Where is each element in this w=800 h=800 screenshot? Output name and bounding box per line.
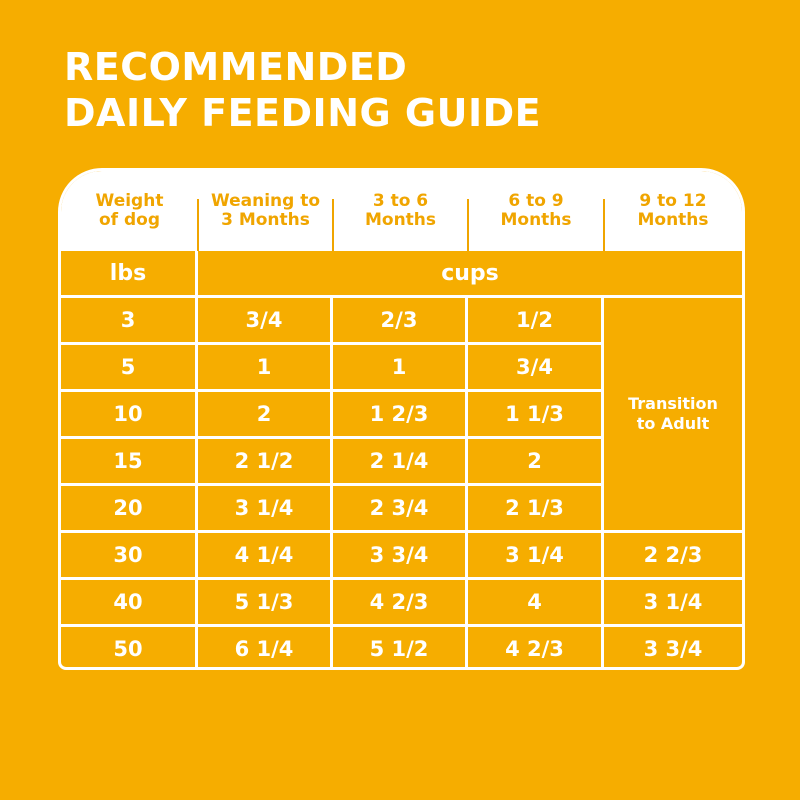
weight-cell: 40 (61, 580, 198, 627)
column-divider (332, 199, 334, 251)
cups-cell: 4 2/3 (333, 580, 468, 627)
page-title: RECOMMENDED DAILY FEEDING GUIDE (64, 45, 542, 135)
weight-cell: 30 (61, 533, 198, 580)
weight-cell: 10 (61, 392, 198, 439)
feeding-table: Weight of dog Weaning to 3 Months 3 to 6 Mont… (58, 168, 745, 670)
cups-cell: 1 (333, 345, 468, 392)
cups-cell: 5 1/3 (198, 580, 333, 627)
cups-cell: 1 2/3 (333, 392, 468, 439)
cups-cell: 1 (198, 345, 333, 392)
column-header: Weight of dog (95, 191, 164, 230)
column-divider (467, 199, 469, 251)
table-header (61, 171, 742, 251)
cups-cell: 6 1/4 (198, 627, 333, 667)
cups-cell: 2 (468, 439, 604, 486)
cups-cell: 4 1/4 (198, 533, 333, 580)
column-header: 3 to 6 Months (364, 191, 437, 230)
cups-cell: 1/2 (468, 298, 604, 345)
cups-cell: 2 1/3 (468, 486, 604, 533)
weight-cell: 50 (61, 627, 198, 667)
column-header: Weaning to 3 Months (210, 191, 321, 230)
weight-cell: 5 (61, 345, 198, 392)
cups-cell: 3/4 (468, 345, 604, 392)
cups-cell: 4 2/3 (468, 627, 604, 667)
units-weight: lbs (61, 251, 198, 298)
column-header: 9 to 12 Months (637, 191, 709, 230)
cups-cell: 2 1/2 (198, 439, 333, 486)
cups-cell: 3 3/4 (604, 627, 742, 667)
cups-cell: 3 1/4 (198, 486, 333, 533)
weight-cell: 20 (61, 486, 198, 533)
cups-cell: 3 1/4 (468, 533, 604, 580)
weight-cell: 15 (61, 439, 198, 486)
cups-cell: 3/4 (198, 298, 333, 345)
column-divider (197, 199, 199, 251)
cups-cell: 2 1/4 (333, 439, 468, 486)
column-header: 6 to 9 Months (500, 191, 572, 230)
cups-cell: 3 1/4 (604, 580, 742, 627)
cups-cell: 4 (468, 580, 604, 627)
cups-cell: 2 2/3 (604, 533, 742, 580)
transition-cell: Transition to Adult (604, 298, 742, 533)
weight-cell: 3 (61, 298, 198, 345)
units-amount: cups (198, 251, 742, 298)
cups-cell: 1 1/3 (468, 392, 604, 439)
cups-cell: 3 3/4 (333, 533, 468, 580)
cups-cell: 2/3 (333, 298, 468, 345)
column-divider (603, 199, 605, 251)
cups-cell: 2 (198, 392, 333, 439)
cups-cell: 2 3/4 (333, 486, 468, 533)
cups-cell: 5 1/2 (333, 627, 468, 667)
